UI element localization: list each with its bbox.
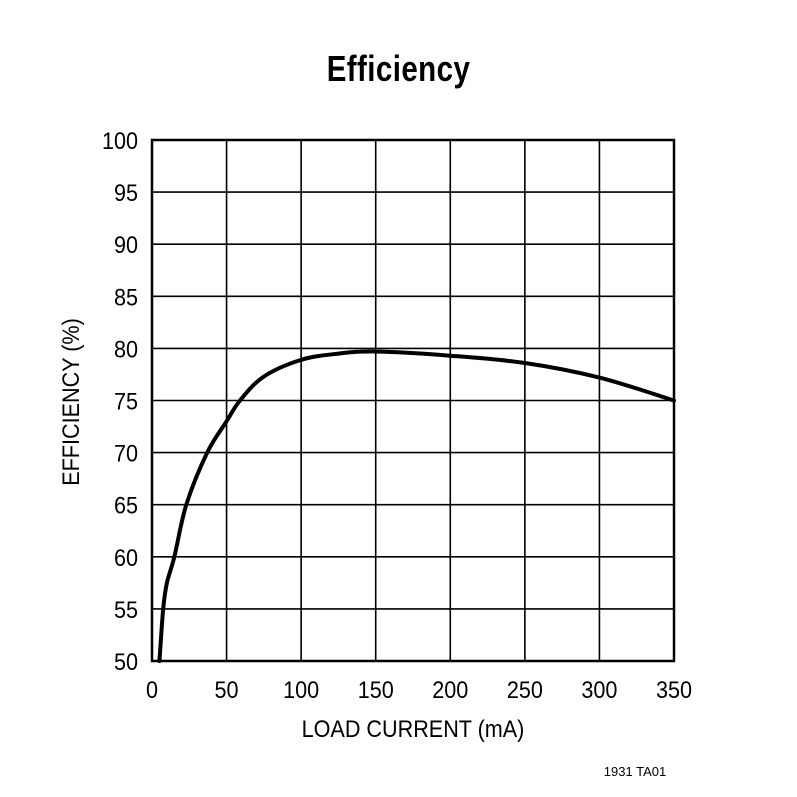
y-tick-label: 80 xyxy=(114,335,138,362)
y-tick-label: 70 xyxy=(114,440,138,467)
y-tick-labels: 50 55 60 65 70 75 80 85 90 95 100 xyxy=(102,127,138,675)
x-tick-label: 0 xyxy=(146,676,158,703)
y-tick-label: 95 xyxy=(114,179,138,206)
figure-id: 1931 TA01 xyxy=(603,764,667,779)
x-tick-label: 250 xyxy=(507,676,543,703)
x-tick-label: 200 xyxy=(432,676,468,703)
y-axis-label: EFFICIENCY (%) xyxy=(57,318,84,486)
x-tick-label: 100 xyxy=(283,676,319,703)
x-tick-label: 150 xyxy=(358,676,394,703)
x-tick-label: 300 xyxy=(581,676,617,703)
grid-lines xyxy=(151,139,675,662)
y-tick-label: 90 xyxy=(114,231,138,258)
x-tick-label: 50 xyxy=(215,676,239,703)
x-axis-label: LOAD CURRENT (mA) xyxy=(302,715,525,742)
y-tick-label: 85 xyxy=(114,283,138,310)
y-tick-label: 55 xyxy=(114,596,138,623)
y-tick-label: 65 xyxy=(114,492,138,519)
y-tick-label: 75 xyxy=(114,387,138,414)
y-tick-label: 100 xyxy=(102,127,138,154)
efficiency-curve xyxy=(157,349,676,663)
chart-title: Efficiency xyxy=(326,48,471,89)
y-tick-label: 50 xyxy=(114,648,138,675)
y-tick-label: 60 xyxy=(114,544,138,571)
x-tick-label: 350 xyxy=(656,676,692,703)
x-tick-labels: 0 50 100 150 200 250 300 350 xyxy=(146,676,692,703)
